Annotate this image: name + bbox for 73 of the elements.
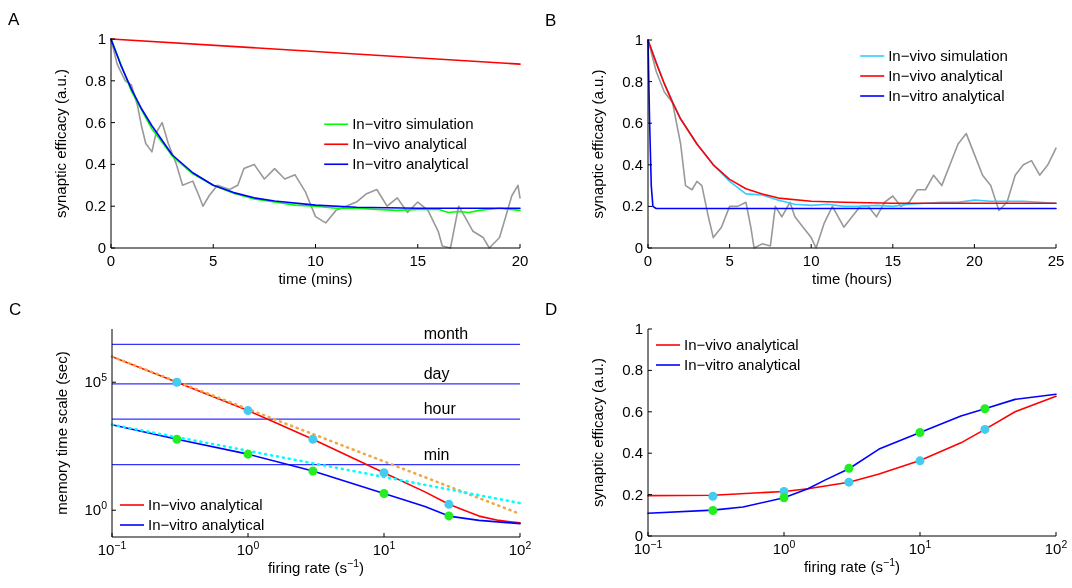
- x-tick-label: 10$^{1}$: [372, 539, 396, 558]
- x-tick-label: 10$^{−1}$: [97, 539, 127, 558]
- legend-label: In−vitro analytical: [684, 356, 801, 373]
- legend-label: In−vivo analytical: [148, 496, 263, 513]
- x-tick-label: 15: [884, 252, 902, 269]
- x-tick-label: 25: [1047, 252, 1065, 269]
- chart-title: B: [545, 11, 557, 30]
- point: [308, 466, 318, 476]
- point: [172, 434, 182, 444]
- legend-label: In−vitro simulation: [352, 115, 474, 133]
- ref-line-label: month: [423, 325, 469, 343]
- y-tick-label: 0.8: [622, 72, 643, 90]
- y-tick-label: 1: [634, 31, 643, 48]
- point: [708, 506, 718, 516]
- y-axis-title: synaptic efficacy (a.u.): [589, 69, 606, 219]
- y-tick-label: 0.4: [622, 155, 643, 173]
- x-tick-label: 20: [511, 252, 529, 269]
- y-tick-label: 10$^{0}$: [84, 499, 108, 519]
- x-axis-title: time (hours): [811, 270, 893, 287]
- point: [308, 434, 318, 444]
- x-axis-title: time (mins): [278, 270, 353, 287]
- x-tick-label: 10$^{2}$: [1044, 538, 1068, 557]
- y-tick-label: 1: [634, 320, 643, 337]
- x-axis-title: firing rate (s$^{−1}$): [267, 557, 365, 576]
- x-tick-label: 10$^{1}$: [908, 538, 932, 557]
- y-tick-label: 10$^{5}$: [84, 371, 108, 391]
- legend-label: In−vivo analytical: [888, 67, 1003, 84]
- x-tick-label: 10$^{2}$: [508, 539, 532, 558]
- y-tick-label: 0: [634, 239, 643, 256]
- y-tick-label: 0: [97, 239, 106, 256]
- y-axis-title: synaptic efficacy (a.u.): [589, 358, 606, 507]
- x-tick-label: 5: [209, 252, 218, 269]
- x-tick-label: 5: [725, 252, 734, 269]
- point: [444, 511, 454, 521]
- ref-line-label: min: [423, 445, 450, 463]
- point: [980, 424, 990, 434]
- x-tick-label: 10$^{0}$: [772, 538, 796, 557]
- ref-line-label: day: [423, 364, 450, 382]
- y-tick-label: 1: [97, 30, 106, 47]
- y-tick-label: 0.4: [622, 444, 643, 462]
- point: [172, 377, 182, 387]
- y-axis-title: synaptic efficacy (a.u.): [52, 69, 69, 218]
- y-tick-label: 0.2: [85, 197, 106, 215]
- legend-label: In−vivo analytical: [352, 135, 467, 153]
- y-tick-label: 0.8: [622, 361, 643, 379]
- ref-line-label: hour: [423, 400, 457, 418]
- y-tick-label: 0.4: [85, 155, 106, 173]
- y-tick-label: 0.2: [622, 485, 643, 503]
- legend-label: In−vivo analytical: [684, 336, 799, 353]
- point: [844, 477, 854, 487]
- y-tick-label: 0.6: [622, 114, 643, 132]
- point: [980, 404, 990, 414]
- y-tick-label: 0.2: [622, 197, 643, 215]
- point: [844, 463, 854, 473]
- x-tick-label: 20: [966, 252, 983, 269]
- legend-label: In−vivo simulation: [888, 47, 1008, 64]
- point: [708, 491, 718, 501]
- chart-title: A: [8, 10, 20, 29]
- x-tick-label: 15: [409, 252, 427, 269]
- legend-label: In−vitro analytical: [148, 516, 265, 533]
- x-tick-label: 10: [802, 252, 820, 269]
- x-tick-label: 10$^{0}$: [236, 539, 260, 558]
- legend-label: In−vitro analytical: [352, 155, 469, 173]
- point: [444, 499, 454, 509]
- y-tick-label: 0.6: [85, 113, 106, 131]
- y-tick-label: 0.8: [85, 71, 106, 89]
- y-axis-title: memory time scale (sec): [53, 351, 70, 515]
- x-axis-title: firing rate (s$^{−1}$): [803, 556, 901, 575]
- legend-label: In−vitro analytical: [888, 87, 1005, 104]
- x-tick-label: 10: [307, 252, 324, 269]
- y-tick-label: 0.6: [622, 402, 643, 420]
- chart-title: C: [9, 300, 22, 319]
- chart-title: D: [545, 300, 558, 319]
